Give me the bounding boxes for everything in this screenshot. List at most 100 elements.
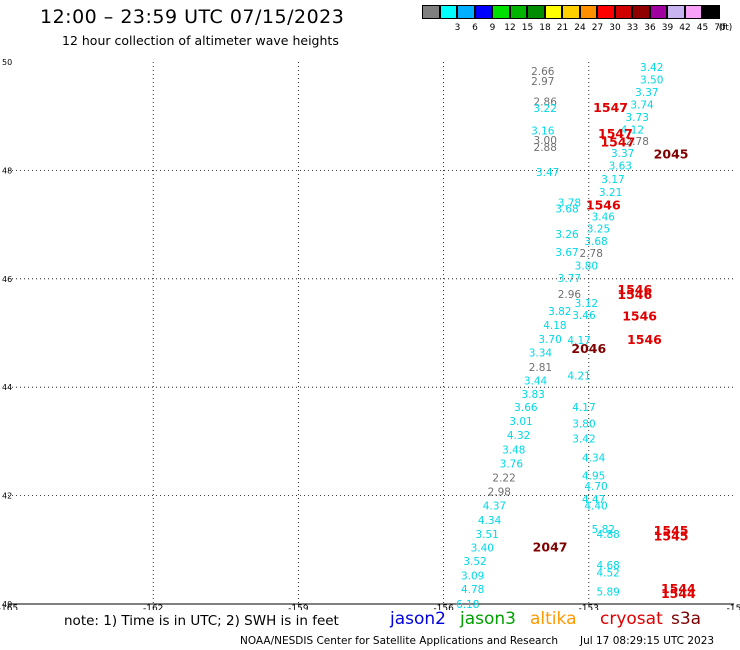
color-swatch: [684, 5, 702, 19]
color-swatch: [562, 5, 580, 19]
wave-height-value: 6.18: [456, 599, 479, 610]
wave-height-value: 3.22: [534, 103, 557, 115]
pass-time-label: 1546: [617, 287, 652, 302]
wave-height-value: 4.78: [461, 584, 484, 596]
wave-height-value: 4.52: [596, 567, 619, 579]
wave-height-value: 3.17: [601, 174, 624, 186]
color-swatch: [649, 5, 667, 19]
color-swatch: [474, 5, 492, 19]
pass-time-label: 1546: [617, 282, 652, 297]
pass-time-label: 1545: [654, 529, 689, 544]
wave-height-value: 2.97: [531, 76, 554, 88]
wave-height-value: 2.86: [534, 96, 558, 108]
longitude-tick-label: -156: [433, 604, 454, 610]
map-axes: -165 -162 -159 -156 -153 -15 40 42 44 46 48 50: [0, 58, 740, 610]
wave-height-value: 3.46: [572, 310, 596, 322]
wave-height-value: 3.34: [529, 347, 553, 359]
wave-height-value: 2.81: [529, 362, 552, 374]
color-scale-unit: (ft): [718, 23, 733, 33]
satellite-legend-altika: altika: [530, 609, 577, 629]
color-scale-label: 18: [539, 23, 551, 33]
latitude-tick-label: 48: [2, 166, 12, 175]
wave-height-value: 3.44: [524, 375, 548, 387]
wave-height-value: 2.66: [531, 66, 555, 78]
wave-height-value: 5.89: [596, 586, 619, 598]
wave-height-value: 3.40: [471, 542, 494, 554]
wave-height-value: 3.42: [572, 433, 595, 445]
wave-height-value: 3.21: [599, 187, 622, 199]
pass-time-label: 2047: [533, 539, 568, 554]
color-swatch: [579, 5, 597, 19]
wave-height-value: 4.40: [584, 501, 607, 513]
wave-height-value: 2.88: [534, 142, 557, 154]
color-scale-label: 70: [714, 23, 726, 33]
pass-time-label: 1546: [627, 332, 662, 347]
pass-time-label: 1547: [598, 126, 633, 141]
color-scale-label: 27: [591, 23, 604, 33]
wave-height-value: 2.78: [626, 136, 649, 148]
satellite-legend-jason3: jason3: [460, 609, 516, 629]
wave-height-value: 2.98: [488, 487, 511, 499]
wave-height-value: 3.46: [592, 211, 616, 223]
color-scale-label: 12: [504, 23, 516, 33]
wave-height-value: 4.18: [543, 320, 566, 332]
wave-height-value: 4.17: [567, 335, 590, 347]
wave-height-value: 3.68: [555, 204, 578, 216]
page-title: 12:00 – 23:59 UTC 07/15/2023: [40, 6, 345, 28]
color-scale-label: 15: [521, 23, 534, 33]
wave-height-value: 3.78: [558, 198, 581, 210]
wave-height-value: 3.01: [509, 416, 532, 428]
wave-height-value: 3.26: [555, 229, 579, 241]
pass-time-label: 2046: [571, 341, 606, 356]
pass-time-label: 1546: [622, 309, 657, 324]
color-scale-label: 42: [679, 23, 691, 33]
wave-height-value: 3.67: [555, 247, 578, 259]
wave-height-value: 3.25: [587, 224, 610, 236]
pass-time-label: 1544: [661, 586, 696, 601]
wave-height-value: 3.80: [575, 261, 598, 273]
longitude-tick-label: -159: [288, 604, 309, 610]
wave-height-value: 3.73: [626, 112, 649, 124]
wave-height-map: -165 -162 -159 -156 -153 -15 40 42 44 46 48 50 3.42…: [0, 58, 740, 610]
wave-height-value: 4.32: [507, 430, 530, 442]
wave-height-value: 3.51: [475, 529, 498, 541]
wave-height-value: 3.09: [461, 571, 484, 583]
wave-height-value: 3.66: [514, 402, 538, 414]
wave-height-value: 5.82: [592, 524, 615, 536]
wave-observations: 3.423.503.373.743.734.122.783.373.633.17…: [456, 62, 663, 610]
wave-height-value: 4.47: [582, 494, 605, 506]
wave-height-value: 3.63: [609, 160, 632, 172]
wave-height-value: 2.96: [558, 289, 582, 301]
wave-height-value: 4.88: [596, 529, 619, 541]
wave-height-value: 3.47: [536, 167, 559, 179]
pass-time-label: 1545: [654, 523, 689, 538]
longitude-tick-label: -162: [143, 604, 163, 610]
color-scale-label: 21: [556, 23, 569, 33]
wave-height-value: 3.00: [534, 135, 557, 147]
latitude-tick-label: 40: [2, 600, 12, 609]
wave-height-value: 3.76: [500, 458, 524, 470]
wave-height-value: 4.37: [483, 501, 506, 513]
latitude-tick-label: 46: [2, 275, 12, 284]
color-scale-label: 33: [626, 23, 639, 33]
wave-height-value: 4.12: [621, 125, 644, 137]
wave-height-value: 2.22: [492, 473, 515, 485]
wave-height-value: 3.70: [538, 334, 561, 346]
color-swatch: [439, 5, 457, 19]
color-scale-label: 3: [454, 23, 461, 33]
wave-height-value: 3.74: [630, 100, 654, 112]
color-scale-label: 30: [609, 23, 621, 33]
color-swatch: [422, 5, 440, 19]
pass-time-label: 1546: [586, 197, 621, 212]
wave-height-value: 4.34: [582, 452, 606, 464]
wave-height-value: 4.68: [596, 560, 619, 572]
color-scale-label: 39: [661, 23, 674, 33]
wave-height-value: 3.52: [463, 556, 486, 568]
longitude-tick-label: -165: [0, 604, 18, 610]
color-swatch: [702, 5, 720, 19]
wave-height-value: 3.12: [575, 298, 598, 310]
color-scale-label: 45: [696, 23, 709, 33]
satellite-legend-jason2: jason2: [390, 609, 446, 629]
wave-height-value: 4.34: [478, 515, 502, 527]
color-swatch: [544, 5, 562, 19]
